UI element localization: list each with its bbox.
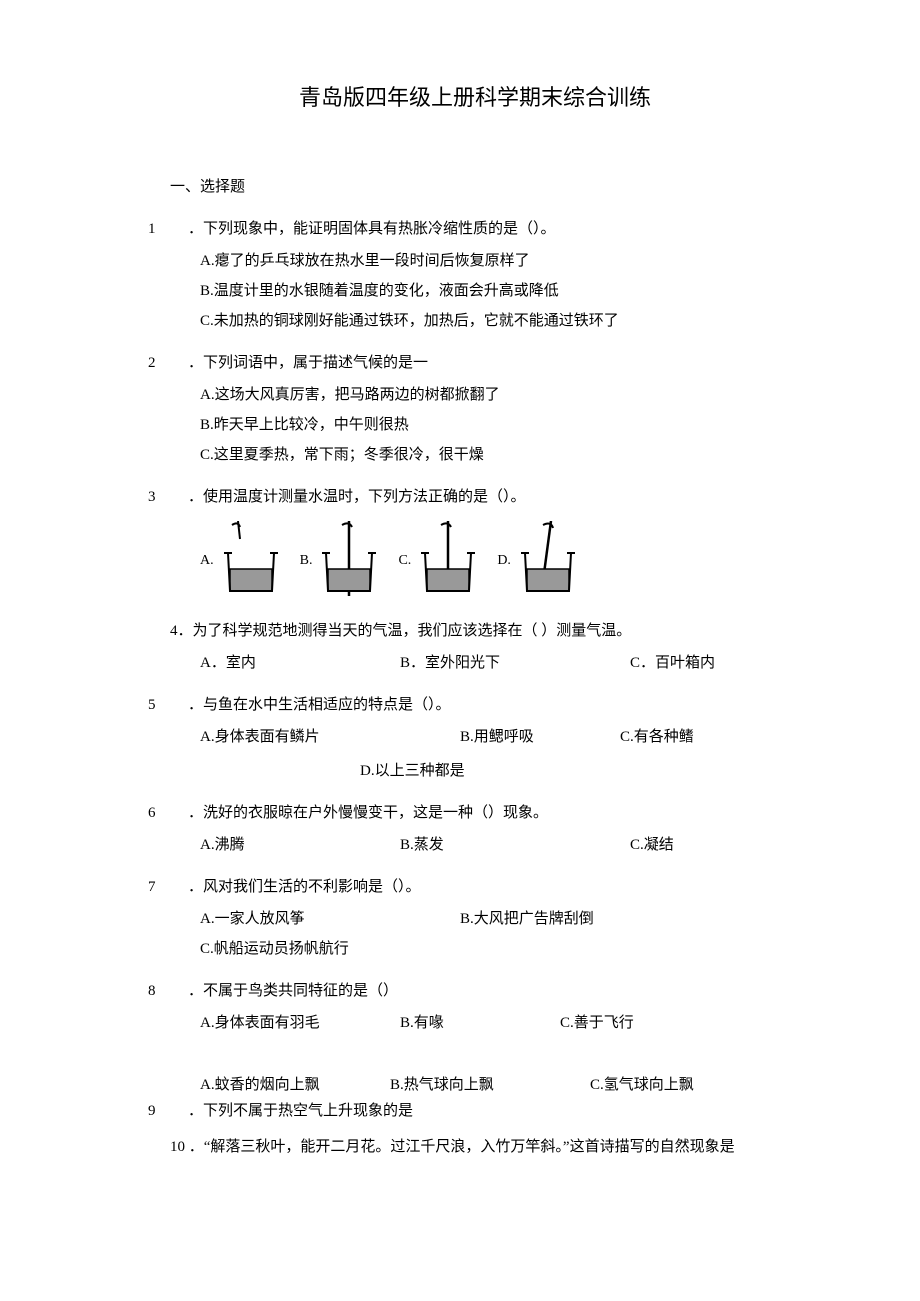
q1-stem: 1．下列现象中，能证明固体具有热胀冷缩性质的是（）。: [170, 217, 780, 241]
q5-num: 5: [170, 693, 188, 717]
q7-opt-a: A.一家人放风筝: [200, 907, 460, 931]
q4-stem: 4．为了科学规范地测得当天的气温，我们应该选择在（ ）测量气温。: [170, 619, 780, 643]
question-5: 5．与鱼在水中生活相适应的特点是（）。 A.身体表面有鳞片 B.用鳃呼吸 C.有…: [170, 693, 780, 783]
question-9: A.蚊香的烟向上飘 B.热气球向上飘 C.氢气球向上飘 9．下列不属于热空气上升…: [170, 1073, 780, 1123]
q2-opt-c: C.这里夏季热，常下雨；冬季很冷，很干燥: [200, 443, 780, 467]
q9-num: 9: [170, 1099, 188, 1123]
q5-opt-c: C.有各种鳍: [620, 725, 694, 749]
thermometer-beaker-b-icon: [318, 521, 380, 601]
q5-text: ．与鱼在水中生活相适应的特点是（）。: [188, 697, 451, 713]
q9-text: ．下列不属于热空气上升现象的是: [188, 1103, 413, 1119]
q2-opt-b: B.昨天早上比较冷，中午则很热: [200, 413, 780, 437]
q6-opt-b: B.蒸发: [400, 833, 630, 857]
q9-opt-c: C.氢气球向上飘: [590, 1073, 694, 1097]
q8-num: 8: [170, 979, 188, 1003]
q8-text: ．不属于鸟类共同特征的是（）: [188, 983, 398, 999]
q3-figures: A. B. C.: [170, 521, 780, 601]
q2-stem: 2．下列词语中，属于描述气候的是一: [170, 351, 780, 375]
q5-stem: 5．与鱼在水中生活相适应的特点是（）。: [170, 693, 780, 717]
q6-opt-a: A.沸腾: [200, 833, 400, 857]
question-7: 7．风对我们生活的不利影响是（）。 A.一家人放风筝 B.大风把广告牌刮倒 C.…: [170, 875, 780, 961]
q3-label-c: C.: [398, 550, 411, 572]
question-1: 1．下列现象中，能证明固体具有热胀冷缩性质的是（）。 A.瘪了的乒乓球放在热水里…: [170, 217, 780, 333]
thermometer-beaker-a-icon: [220, 521, 282, 601]
q3-label-d: D.: [497, 550, 511, 572]
q2-num: 2: [170, 351, 188, 375]
page-title: 青岛版四年级上册科学期末综合训练: [170, 80, 780, 115]
q7-opt-b: B.大风把广告牌刮倒: [460, 907, 594, 931]
q3-label-a: A.: [200, 550, 214, 572]
q7-stem: 7．风对我们生活的不利影响是（）。: [170, 875, 780, 899]
question-10: 10 ．“解落三秋叶，能开二月花。过江千尺浪，入竹万竿斜。”这首诗描写的自然现象…: [170, 1135, 780, 1159]
q5-opt-a: A.身体表面有鳞片: [200, 725, 460, 749]
q5-opt-b: B.用鳃呼吸: [460, 725, 620, 749]
q9-opt-a: A.蚊香的烟向上飘: [200, 1073, 390, 1097]
q1-opt-c: C.未加热的铜球刚好能通过铁环，加热后，它就不能通过铁环了: [200, 309, 780, 333]
question-8: 8．不属于鸟类共同特征的是（） A.身体表面有羽毛 B.有喙 C.善于飞行: [170, 979, 780, 1035]
q8-opt-c: C.善于飞行: [560, 1011, 634, 1035]
q3-stem: 3．使用温度计测量水温时，下列方法正确的是（）。: [170, 485, 780, 509]
thermometer-beaker-d-icon: [517, 521, 579, 601]
q6-opt-c: C.凝结: [630, 833, 674, 857]
q10-stem: 10 ．“解落三秋叶，能开二月花。过江千尺浪，入竹万竿斜。”这首诗描写的自然现象…: [170, 1135, 780, 1159]
q6-text: ．洗好的衣服晾在户外慢慢变干，这是一种（）现象。: [188, 805, 548, 821]
question-3: 3．使用温度计测量水温时，下列方法正确的是（）。 A. B. C.: [170, 485, 780, 601]
q3-num: 3: [170, 485, 188, 509]
q2-text: ．下列词语中，属于描述气候的是一: [188, 355, 428, 371]
q3-fig-d: D.: [497, 521, 579, 601]
q3-label-b: B.: [300, 550, 313, 572]
q6-stem: 6．洗好的衣服晾在户外慢慢变干，这是一种（）现象。: [170, 801, 780, 825]
q7-num: 7: [170, 875, 188, 899]
q8-stem: 8．不属于鸟类共同特征的是（）: [170, 979, 780, 1003]
q9-opt-b: B.热气球向上飘: [390, 1073, 590, 1097]
q3-text: ．使用温度计测量水温时，下列方法正确的是（）。: [188, 489, 526, 505]
question-4: 4．为了科学规范地测得当天的气温，我们应该选择在（ ）测量气温。 A．室内 B．…: [170, 619, 780, 675]
q1-opt-a: A.瘪了的乒乓球放在热水里一段时间后恢复原样了: [200, 249, 780, 273]
q5-opt-d: D.以上三种都是: [170, 759, 780, 783]
q4-opt-c: C．百叶箱内: [630, 651, 715, 675]
q3-fig-c: C.: [398, 521, 479, 601]
question-6: 6．洗好的衣服晾在户外慢慢变干，这是一种（）现象。 A.沸腾 B.蒸发 C.凝结: [170, 801, 780, 857]
q7-opt-c: C.帆船运动员扬帆航行: [200, 937, 780, 961]
q4-opt-b: B．室外阳光下: [400, 651, 630, 675]
q1-opt-b: B.温度计里的水银随着温度的变化，液面会升高或降低: [200, 279, 780, 303]
q2-opt-a: A.这场大风真厉害，把马路两边的树都掀翻了: [200, 383, 780, 407]
q8-opt-a: A.身体表面有羽毛: [200, 1011, 400, 1035]
q1-num: 1: [170, 217, 188, 241]
q8-opt-b: B.有喙: [400, 1011, 560, 1035]
thermometer-beaker-c-icon: [417, 521, 479, 601]
q6-num: 6: [170, 801, 188, 825]
q3-fig-b: B.: [300, 521, 381, 601]
q4-opt-a: A．室内: [200, 651, 400, 675]
q7-text: ．风对我们生活的不利影响是（）。: [188, 879, 421, 895]
q1-text: ．下列现象中，能证明固体具有热胀冷缩性质的是（）。: [188, 221, 556, 237]
q9-stem: 9．下列不属于热空气上升现象的是: [170, 1099, 780, 1123]
q3-fig-a: A.: [200, 521, 282, 601]
section-header: 一、选择题: [170, 175, 780, 199]
question-2: 2．下列词语中，属于描述气候的是一 A.这场大风真厉害，把马路两边的树都掀翻了 …: [170, 351, 780, 467]
